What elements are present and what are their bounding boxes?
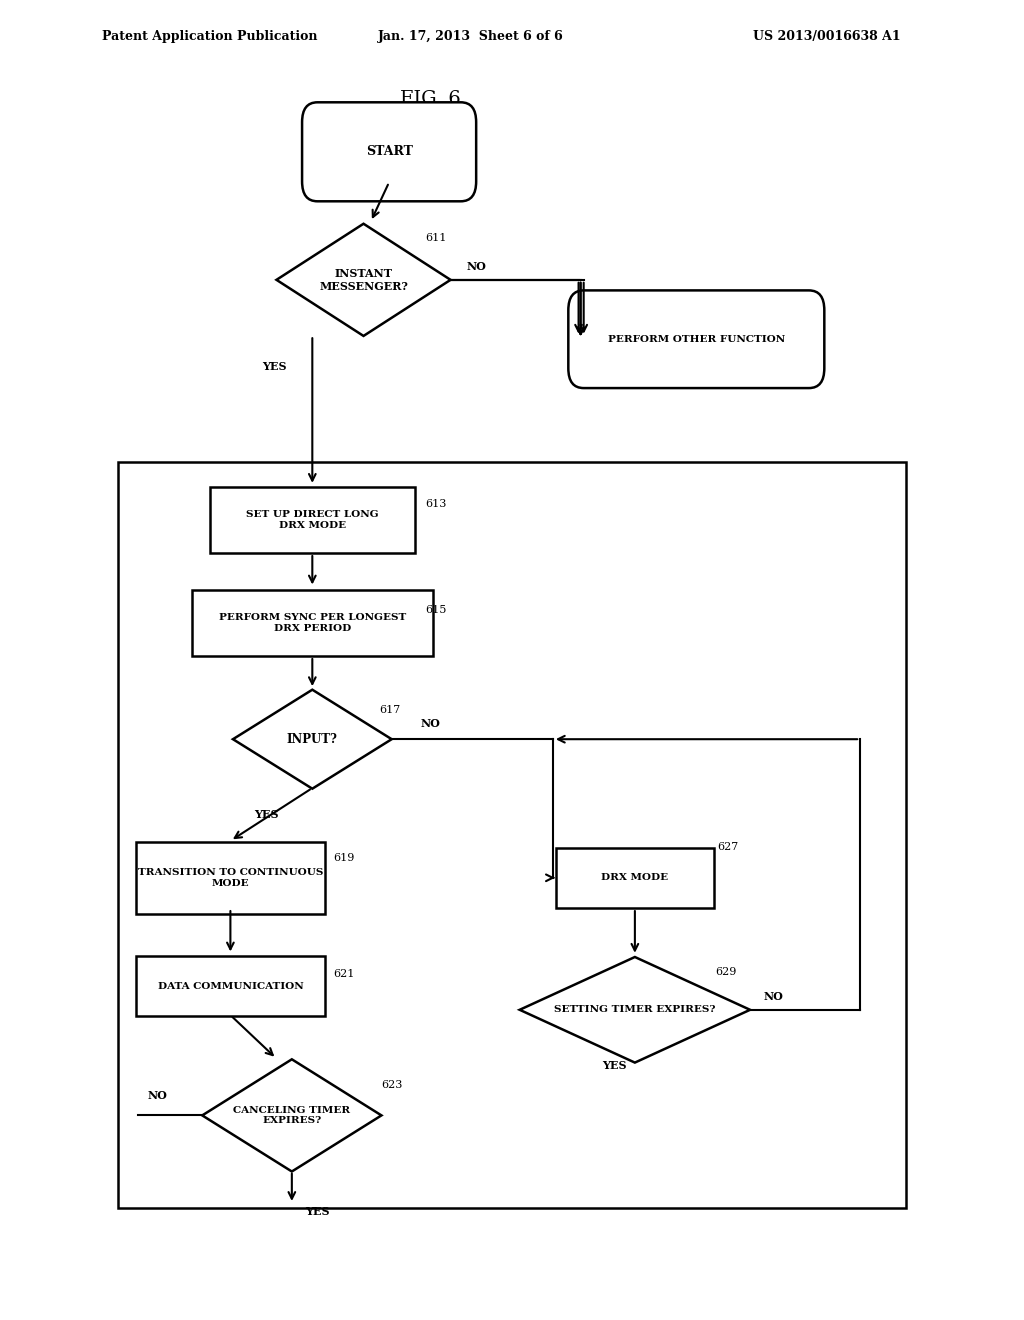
Text: 627: 627 (717, 842, 738, 853)
Text: Patent Application Publication: Patent Application Publication (102, 30, 317, 44)
Text: NO: NO (763, 991, 783, 1002)
Text: TRANSITION TO CONTINUOUS
MODE: TRANSITION TO CONTINUOUS MODE (137, 869, 324, 887)
Text: 613: 613 (425, 499, 446, 510)
Text: PERFORM SYNC PER LONGEST
DRX PERIOD: PERFORM SYNC PER LONGEST DRX PERIOD (219, 614, 406, 632)
FancyBboxPatch shape (210, 487, 415, 553)
Text: US 2013/0016638 A1: US 2013/0016638 A1 (754, 30, 901, 44)
Text: YES: YES (262, 362, 287, 372)
Text: START: START (366, 145, 413, 158)
Text: 629: 629 (715, 966, 736, 977)
FancyBboxPatch shape (135, 956, 326, 1016)
Text: SETTING TIMER EXPIRES?: SETTING TIMER EXPIRES? (554, 1006, 716, 1014)
Text: NO: NO (466, 261, 486, 272)
Polygon shape (232, 689, 391, 788)
Text: 621: 621 (333, 969, 354, 979)
Text: PERFORM OTHER FUNCTION: PERFORM OTHER FUNCTION (607, 335, 785, 343)
Polygon shape (519, 957, 750, 1063)
Text: NO: NO (420, 718, 440, 729)
Text: INSTANT
MESSENGER?: INSTANT MESSENGER? (319, 268, 408, 292)
Bar (118, 462, 906, 1208)
Text: NO: NO (147, 1090, 168, 1101)
Text: 611: 611 (425, 232, 446, 243)
Text: INPUT?: INPUT? (287, 733, 338, 746)
FancyBboxPatch shape (135, 842, 326, 913)
Polygon shape (276, 223, 451, 335)
FancyBboxPatch shape (568, 290, 824, 388)
Text: FIG. 6: FIG. 6 (399, 90, 461, 108)
Text: DRX MODE: DRX MODE (601, 874, 669, 882)
Text: CANCELING TIMER
EXPIRES?: CANCELING TIMER EXPIRES? (233, 1106, 350, 1125)
Text: YES: YES (602, 1060, 627, 1071)
Text: 615: 615 (425, 605, 446, 615)
Text: SET UP DIRECT LONG
DRX MODE: SET UP DIRECT LONG DRX MODE (246, 511, 379, 529)
Text: 623: 623 (381, 1080, 402, 1090)
Text: DATA COMMUNICATION: DATA COMMUNICATION (158, 982, 303, 990)
Text: YES: YES (254, 809, 279, 820)
Polygon shape (202, 1059, 381, 1172)
FancyBboxPatch shape (555, 849, 715, 908)
Text: Jan. 17, 2013  Sheet 6 of 6: Jan. 17, 2013 Sheet 6 of 6 (378, 30, 564, 44)
FancyBboxPatch shape (193, 590, 432, 656)
Text: YES: YES (305, 1206, 330, 1217)
Text: 619: 619 (333, 853, 354, 863)
Text: 617: 617 (379, 705, 400, 715)
FancyBboxPatch shape (302, 103, 476, 201)
